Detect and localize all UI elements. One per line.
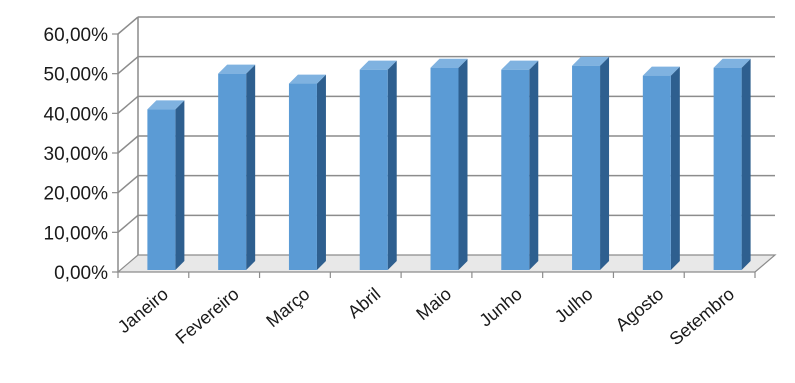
gridline-side [117, 95, 139, 114]
y-tick-label: 50,00% [44, 65, 109, 86]
bar [359, 60, 397, 270]
bar-front [218, 73, 247, 271]
y-tick-label: 60,00% [44, 25, 109, 46]
bar-front [288, 83, 317, 270]
bar-front [713, 67, 742, 270]
bar [430, 58, 468, 271]
bar-side [600, 56, 610, 270]
gridline-side [117, 175, 139, 194]
bar-top [359, 60, 397, 70]
bar [572, 56, 610, 270]
bar-side [741, 58, 751, 271]
bar-front [572, 65, 601, 270]
bar-side [246, 64, 256, 271]
bar-front [147, 109, 176, 270]
bar-top [147, 100, 185, 110]
x-tick-label: Maio [412, 284, 455, 324]
x-tick-label: Setembro [666, 284, 739, 349]
bar-front [430, 67, 459, 270]
y-tick-label: 10,00% [44, 223, 109, 244]
bar-top [288, 74, 326, 84]
bar-front [359, 69, 388, 270]
bar [218, 64, 256, 271]
bar-top [572, 56, 610, 66]
bars [147, 56, 751, 271]
bar [288, 74, 326, 270]
bar-side [387, 60, 397, 270]
gridline-side [117, 16, 139, 35]
y-axis: 0,00% 10,00% 20,00% 30,00% 40,00% 50,00% 60,00… [44, 25, 118, 284]
bar-top [218, 64, 256, 74]
x-tick-label: Junho [475, 284, 525, 331]
bar-top [642, 66, 680, 76]
bar-side [458, 58, 468, 271]
x-tick-label: Janeiro [114, 284, 172, 337]
x-tick-label: Abril [344, 284, 384, 322]
x-axis: Janeiro Fevereiro Março Abril Maio Junho Julho… [114, 272, 756, 349]
x-tick-label: Março [262, 284, 313, 331]
y-tick-label: 20,00% [44, 184, 109, 205]
x-tick-label: Agosto [612, 284, 668, 335]
y-tick-label: 30,00% [44, 144, 109, 165]
bar-side [670, 66, 680, 270]
bar-side [316, 74, 326, 270]
bar-top [501, 60, 539, 70]
bar-front [501, 69, 530, 270]
bar [501, 60, 539, 270]
y-tick-label: 40,00% [44, 104, 109, 125]
gridline-side [117, 56, 139, 75]
bar-top [713, 58, 751, 68]
y-tick-label: 0,00% [54, 263, 108, 284]
x-tick-label: Julho [551, 284, 597, 327]
bar-top [430, 58, 468, 68]
bar-side [175, 100, 185, 270]
gridline-side [117, 214, 139, 233]
bar-side [529, 60, 539, 270]
bar [713, 58, 751, 271]
x-tick-label: Fevereiro [172, 284, 243, 348]
bar [147, 100, 185, 270]
bar [642, 66, 680, 270]
bar-front [642, 75, 671, 270]
gridline-side [117, 135, 139, 154]
